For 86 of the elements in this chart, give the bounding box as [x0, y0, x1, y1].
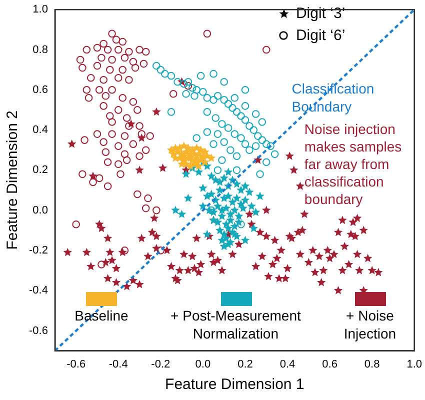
point [241, 102, 250, 110]
point [246, 146, 254, 154]
annotation: Baseline [74, 308, 129, 324]
point [199, 88, 207, 96]
point [210, 140, 218, 148]
point [156, 66, 165, 74]
point [262, 158, 270, 166]
x-tick-label: -0.6 [66, 358, 86, 370]
point [237, 220, 245, 228]
y-tick-label: 0.0 [32, 204, 48, 216]
point [192, 86, 200, 94]
point [174, 78, 182, 86]
x-tick-label: 0.8 [364, 358, 380, 370]
point [230, 94, 239, 102]
point [192, 154, 201, 162]
x-tick-label: -0.2 [151, 358, 170, 370]
point [192, 134, 200, 142]
point [212, 114, 220, 122]
x-tick-label: 0.6 [322, 358, 338, 370]
point [160, 70, 169, 78]
point [270, 150, 279, 158]
y-tick-label: 0.8 [32, 44, 48, 56]
y-tick-label: 0.2 [32, 164, 48, 176]
point [232, 166, 241, 174]
y-tick-label: 0.4 [32, 124, 48, 136]
point [266, 142, 274, 150]
point [262, 140, 270, 148]
y-tick-label: -0.2 [28, 244, 48, 256]
point [214, 92, 222, 100]
point [190, 92, 198, 100]
point [226, 146, 234, 154]
point [232, 108, 241, 116]
point [246, 122, 254, 130]
point [232, 152, 241, 160]
point [167, 108, 176, 116]
point [188, 84, 196, 92]
point [237, 112, 245, 120]
x-tick-label: 0.4 [280, 358, 296, 370]
point [224, 124, 232, 132]
y-tick-label: -0.4 [28, 284, 48, 297]
point [241, 86, 250, 94]
point [180, 80, 188, 88]
y-axis-title: Feature Dimension 2 [4, 110, 22, 250]
point [224, 100, 232, 108]
point [220, 138, 228, 146]
point [152, 62, 160, 70]
point [167, 72, 176, 80]
point [254, 132, 262, 140]
point [203, 108, 212, 116]
annotation: + Noise Injection [344, 308, 396, 342]
point [218, 120, 226, 128]
point [241, 116, 250, 124]
y-tick-label: 0.6 [32, 84, 48, 96]
point [250, 126, 258, 134]
point [230, 130, 239, 138]
point [256, 170, 264, 178]
point [182, 90, 190, 98]
point [220, 96, 228, 104]
annotation: + Post-Measurement Normalization [170, 308, 301, 342]
point [241, 140, 250, 148]
point [252, 110, 260, 118]
point [252, 142, 260, 150]
x-tick-label: 0.0 [195, 358, 211, 370]
y-tick-label: -0.6 [28, 324, 48, 337]
point [210, 70, 218, 78]
x-tick-label: 0.2 [238, 358, 253, 370]
point [203, 128, 212, 136]
point [210, 96, 218, 104]
point [196, 72, 205, 80]
annotation: Noise injection makes samples far away from classification boundary [304, 120, 402, 207]
point [258, 118, 266, 126]
x-axis-title: Feature Dimension 1 [165, 376, 304, 394]
series-label: Classification Boundary [292, 80, 374, 115]
x-tick-label: 1.0 [406, 358, 422, 370]
x-tick-label: -0.4 [108, 358, 128, 370]
point [228, 104, 236, 112]
point [184, 78, 192, 86]
point [214, 130, 222, 138]
point [218, 156, 226, 164]
point [220, 78, 228, 86]
annotation: Digit ‘6’ [296, 26, 346, 44]
y-tick-label: 1.0 [32, 4, 48, 16]
point [214, 166, 222, 174]
point [237, 134, 245, 142]
point [258, 136, 266, 144]
point [203, 94, 212, 102]
